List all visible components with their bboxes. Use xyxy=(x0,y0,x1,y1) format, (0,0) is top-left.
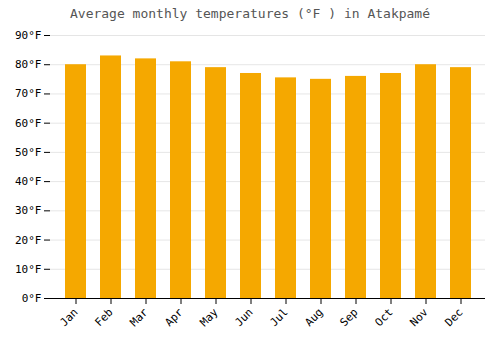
svg-text:30°F: 30°F xyxy=(15,204,42,217)
svg-text:Sep: Sep xyxy=(337,306,360,329)
svg-text:80°F: 80°F xyxy=(15,58,42,71)
svg-text:Aug: Aug xyxy=(302,306,325,329)
svg-text:10°F: 10°F xyxy=(15,263,42,276)
svg-text:Feb: Feb xyxy=(92,306,115,329)
html-text:Average monthly temperatures (: Average monthly temperatures (°F ) in At… xyxy=(70,6,430,21)
svg-text:Nov: Nov xyxy=(407,305,431,329)
svg-text:Dec: Dec xyxy=(442,306,465,329)
svg-text:May: May xyxy=(197,305,221,329)
svg-text:Mar: Mar xyxy=(127,305,151,329)
svg-text:Jul: Jul xyxy=(267,306,290,329)
svg-text:0°F: 0°F xyxy=(22,292,42,305)
svg-text:Apr: Apr xyxy=(162,305,186,329)
svg-text:40°F: 40°F xyxy=(15,175,42,188)
svg-text:20°F: 20°F xyxy=(15,234,42,247)
svg-text:Jan: Jan xyxy=(57,306,80,329)
svg-text:50°F: 50°F xyxy=(15,146,42,159)
svg-text:Oct: Oct xyxy=(372,306,395,329)
svg-text:70°F: 70°F xyxy=(15,87,42,100)
svg-text:90°F: 90°F xyxy=(15,29,42,42)
svg-text:Jun: Jun xyxy=(232,306,255,329)
svg-text:60°F: 60°F xyxy=(15,117,42,130)
